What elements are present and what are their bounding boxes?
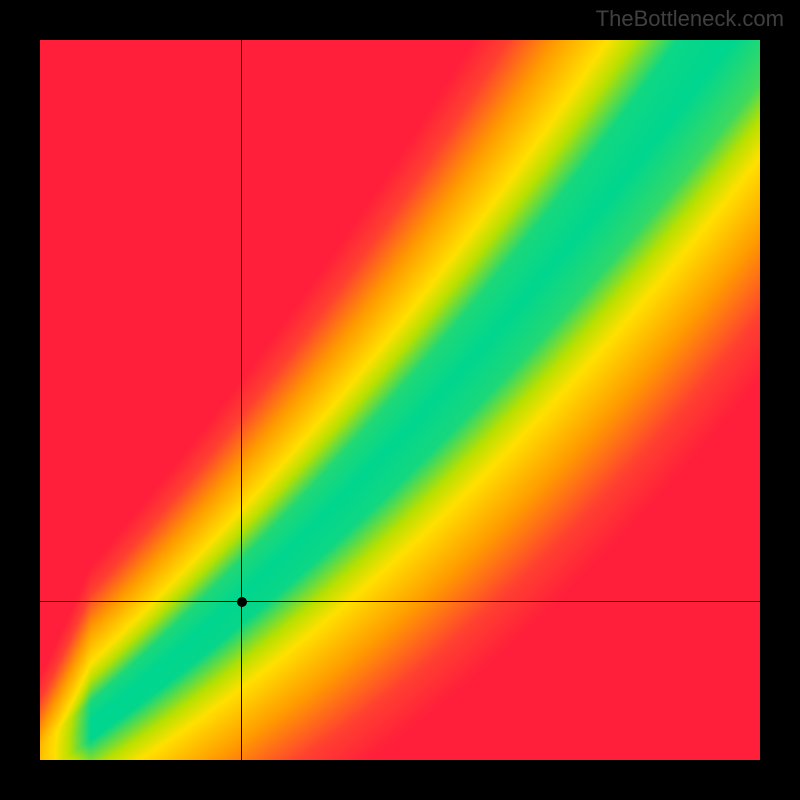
crosshair-horizontal [40, 601, 760, 602]
watermark-text: TheBottleneck.com [596, 6, 784, 32]
chart-frame: TheBottleneck.com [0, 0, 800, 800]
crosshair-marker [237, 597, 247, 607]
heatmap-plot-area [40, 40, 760, 760]
heatmap-canvas [40, 40, 760, 760]
crosshair-vertical [241, 40, 242, 760]
